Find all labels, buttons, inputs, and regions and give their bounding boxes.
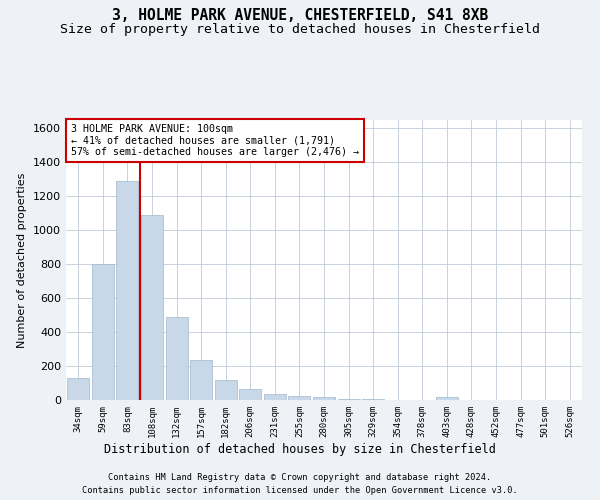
Bar (116, 181, 139, 400)
Text: 3 HOLME PARK AVENUE: 100sqm
← 41% of detached houses are smaller (1,791)
57% of : 3 HOLME PARK AVENUE: 100sqm ← 41% of det… (71, 124, 359, 158)
Bar (313, 398, 335, 400)
Bar (215, 380, 237, 400)
Text: Contains HM Land Registry data © Crown copyright and database right 2024.: Contains HM Land Registry data © Crown c… (109, 472, 491, 482)
Bar (436, 398, 458, 400)
Y-axis label: Number of detached properties: Number of detached properties (17, 172, 28, 348)
Bar (141, 215, 163, 400)
Bar (190, 360, 212, 400)
Bar (67, 378, 89, 400)
Text: Size of property relative to detached houses in Chesterfield: Size of property relative to detached ho… (60, 22, 540, 36)
Bar (264, 394, 286, 400)
Text: Distribution of detached houses by size in Chesterfield: Distribution of detached houses by size … (104, 442, 496, 456)
Bar (166, 317, 188, 400)
Text: Contains public sector information licensed under the Open Government Licence v3: Contains public sector information licen… (82, 486, 518, 495)
Text: 3, HOLME PARK AVENUE, CHESTERFIELD, S41 8XB: 3, HOLME PARK AVENUE, CHESTERFIELD, S41 … (112, 8, 488, 22)
Bar (239, 389, 262, 400)
Bar (92, 264, 114, 400)
Bar (289, 396, 310, 400)
Bar (362, 399, 384, 400)
Bar (338, 399, 359, 400)
